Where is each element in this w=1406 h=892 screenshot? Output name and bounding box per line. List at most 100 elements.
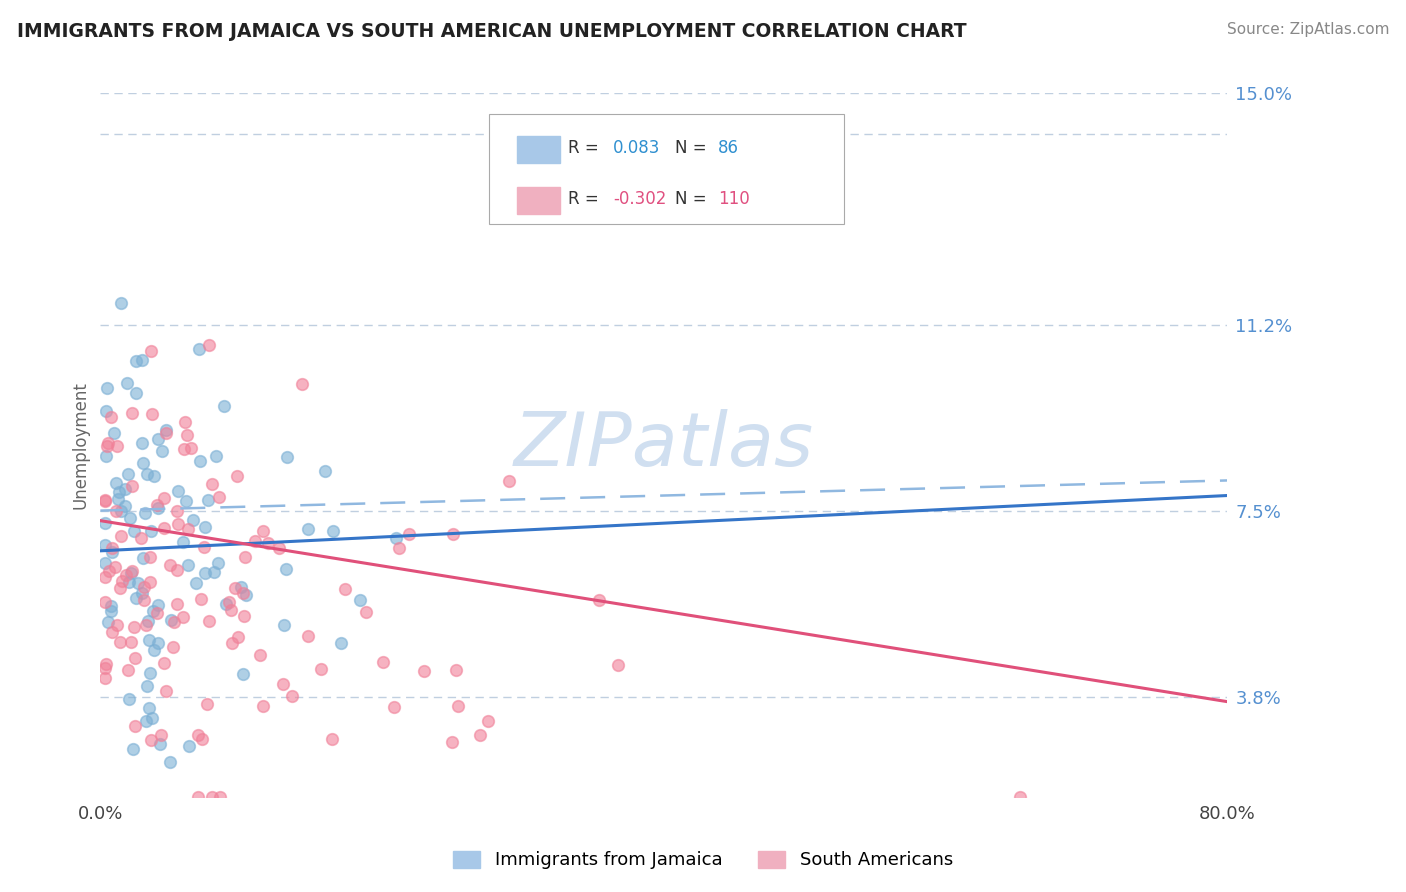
Point <box>177 522 200 536</box>
Point <box>356 606 378 620</box>
Point <box>413 665 436 679</box>
Point <box>122 524 145 538</box>
Text: 86: 86 <box>718 139 738 157</box>
Point <box>249 648 271 662</box>
Legend: Immigrants from Jamaica, South Americans: Immigrants from Jamaica, South Americans <box>444 842 962 879</box>
Point <box>121 406 143 420</box>
Point <box>330 636 353 650</box>
Point <box>440 734 463 748</box>
Point <box>267 541 290 555</box>
Point <box>184 575 207 590</box>
Point <box>159 755 181 769</box>
Point <box>311 662 333 676</box>
Point <box>281 690 304 704</box>
Point <box>105 504 128 518</box>
Point <box>139 524 162 539</box>
Point <box>209 790 232 805</box>
Point <box>110 529 132 543</box>
Point <box>135 714 157 729</box>
Point <box>477 714 499 729</box>
Point <box>118 511 141 525</box>
Point <box>93 595 115 609</box>
Point <box>97 435 120 450</box>
Point <box>125 591 148 605</box>
Point <box>221 636 243 650</box>
Point <box>93 493 115 508</box>
Point <box>297 523 319 537</box>
Point <box>143 643 166 657</box>
Point <box>142 604 165 618</box>
Point <box>121 479 143 493</box>
Point <box>124 353 146 368</box>
Point <box>173 442 195 456</box>
Point <box>233 550 256 565</box>
Point <box>138 550 160 565</box>
Y-axis label: Unemployment: Unemployment <box>72 381 89 509</box>
Point <box>208 490 231 504</box>
Point <box>468 728 491 742</box>
Point <box>198 614 221 628</box>
Point <box>118 692 141 706</box>
Point <box>373 655 395 669</box>
Point <box>252 699 274 714</box>
Point <box>235 588 257 602</box>
Point <box>1010 790 1032 805</box>
Point <box>122 742 145 756</box>
Text: N =: N = <box>675 139 711 157</box>
Point <box>205 449 228 463</box>
Point <box>138 701 160 715</box>
Point <box>163 615 186 629</box>
Point <box>94 570 117 584</box>
Point <box>136 679 159 693</box>
Text: R =: R = <box>568 139 605 157</box>
FancyBboxPatch shape <box>489 114 844 224</box>
Point <box>145 606 167 620</box>
Point <box>498 474 520 488</box>
Point <box>141 407 163 421</box>
Point <box>138 632 160 647</box>
Point <box>444 663 467 677</box>
Point <box>149 737 172 751</box>
Point <box>349 592 371 607</box>
Point <box>121 564 143 578</box>
Point <box>110 581 132 595</box>
Point <box>167 516 190 531</box>
Point <box>100 545 122 559</box>
Point <box>153 521 176 535</box>
Point <box>141 733 163 747</box>
Point <box>273 617 295 632</box>
Point <box>155 683 177 698</box>
Point <box>273 677 295 691</box>
Point <box>143 468 166 483</box>
Point <box>606 657 628 672</box>
Text: R =: R = <box>568 190 605 208</box>
Point <box>104 559 127 574</box>
Point <box>93 661 115 675</box>
Point <box>94 404 117 418</box>
Text: 0.083: 0.083 <box>613 139 661 157</box>
Point <box>111 574 134 588</box>
Point <box>243 533 266 548</box>
Point <box>187 728 209 742</box>
Point <box>100 604 122 618</box>
Point <box>187 342 209 356</box>
Text: Source: ZipAtlas.com: Source: ZipAtlas.com <box>1226 22 1389 37</box>
Point <box>202 565 225 579</box>
Point <box>94 449 117 463</box>
Point <box>174 493 197 508</box>
Point <box>388 541 411 555</box>
Point <box>174 415 197 429</box>
Point <box>276 450 298 464</box>
Point <box>93 516 115 531</box>
Point <box>93 671 115 685</box>
Point <box>124 651 146 665</box>
Point <box>252 524 274 538</box>
Point <box>139 665 162 680</box>
Point <box>131 586 153 600</box>
Point <box>131 353 153 368</box>
Point <box>219 603 242 617</box>
Point <box>218 595 240 609</box>
Point <box>212 399 235 413</box>
Point <box>152 491 174 506</box>
Point <box>201 477 224 491</box>
